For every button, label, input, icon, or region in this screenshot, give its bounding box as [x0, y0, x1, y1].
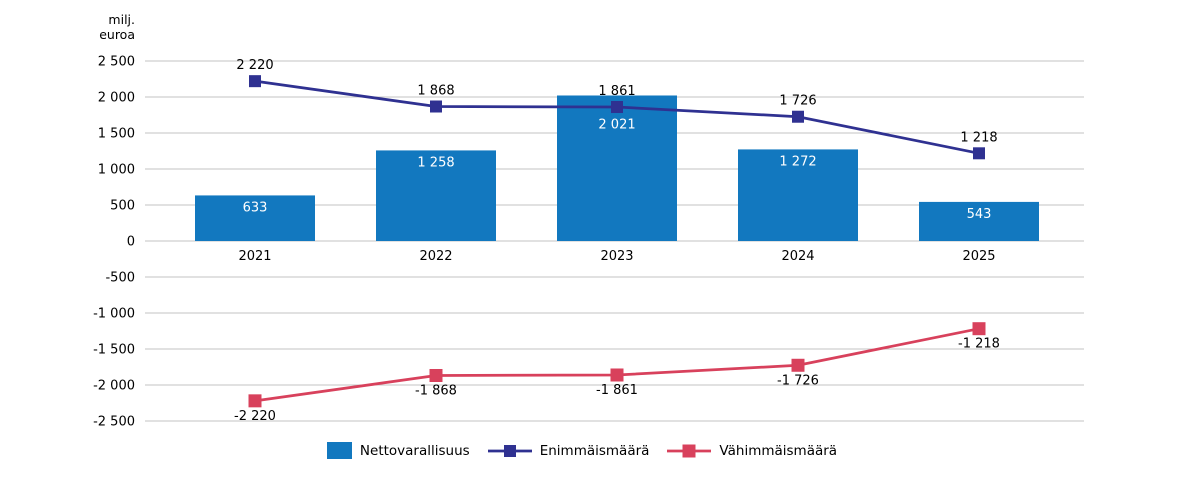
y-tick-label--2000: -2 000 [93, 379, 135, 394]
y-tick-label--2500: -2 500 [93, 415, 135, 430]
nettovarallisuus-bar-2024 [738, 149, 858, 241]
vahimmaismaara-marker-2022 [429, 368, 443, 382]
nettovarallisuus-bar-2025 [919, 201, 1039, 241]
x-axis-label-2022: 2022 [419, 249, 452, 264]
nettovarallisuus-bar-2021 [195, 195, 315, 241]
vahimmaismaara-marker-2021 [248, 394, 262, 408]
y-tick-label-0: 0 [127, 235, 135, 250]
enimmaismaara-point-label-2023: 1 861 [598, 84, 635, 99]
nettovarallisuus-bar-2022 [376, 150, 496, 241]
nettovarallisuus-value-label-2023: 2 021 [598, 117, 635, 132]
y-tick-label--1500: -1 500 [93, 343, 135, 358]
vahimmaismaara-marker-2023 [610, 368, 624, 382]
legend-item-enimmaismaara: Enimmäismäärä [487, 442, 650, 459]
nettovarallisuus-bar-2023 [557, 95, 677, 241]
enimmaismaara-point-label-2025: 1 218 [960, 130, 997, 145]
legend-label-nettovarallisuus: Nettovarallisuus [359, 442, 470, 459]
y-tick-label--500: -500 [105, 271, 135, 286]
y-tick-label-2500: 2 500 [98, 55, 135, 70]
unit-label-line-1: milj. [108, 12, 135, 27]
line-swatch-marker [682, 444, 696, 457]
line-swatch-marker [503, 444, 516, 457]
nettovarallisuus-value-label-2025: 543 [967, 207, 992, 222]
enimmaismaara-point-label-2022: 1 868 [417, 84, 454, 99]
y-tick-label-1000: 1 000 [98, 163, 135, 178]
bar-swatch-rect [326, 442, 352, 459]
nettovarallisuus-value-label-2022: 1 258 [417, 155, 454, 170]
vahimmaismaara-point-label-2024: -1 726 [777, 373, 819, 388]
enimmaismaara-marker-2023 [611, 101, 623, 114]
enimmaismaara-point-label-2021: 2 220 [236, 58, 273, 73]
x-axis-label-2024: 2024 [781, 249, 814, 264]
nettovarallisuus-value-label-2024: 1 272 [779, 154, 816, 169]
y-tick-label-500: 500 [110, 199, 135, 214]
legend-label-vahimmaismaara: Vähimmäismäärä [719, 442, 838, 459]
y-axis-unit-label: milj. euroa [40, 12, 135, 42]
chart-legend: Nettovarallisuus Enimmäismäärä Vähimmäis… [0, 442, 1182, 459]
unit-label-line-2: euroa [99, 27, 135, 42]
line-swatch-icon [487, 444, 532, 457]
legend-item-vahimmaismaara: Vähimmäismäärä [667, 443, 837, 459]
legend-label-enimmaismaara: Enimmäismäärä [539, 442, 650, 459]
nettovarallisuus-value-label-2021: 633 [243, 200, 268, 215]
vahimmaismaara-marker-2024 [791, 358, 805, 372]
y-tick-label-2000: 2 000 [98, 91, 135, 106]
vahimmaismaara-point-label-2023: -1 861 [596, 383, 638, 398]
enimmaismaara-marker-2024 [792, 110, 804, 123]
vahimmaismaara-point-label-2025: -1 218 [958, 337, 1000, 352]
enimmaismaara-point-label-2024: 1 726 [779, 94, 816, 109]
enimmaismaara-marker-2025 [973, 147, 985, 160]
bar-swatch-icon [326, 442, 352, 459]
enimmaismaara-marker-2022 [430, 100, 442, 113]
enimmaismaara-marker-2021 [249, 75, 261, 88]
y-tick-label--1000: -1 000 [93, 307, 135, 322]
vahimmaismaara-point-label-2022: -1 868 [415, 383, 457, 398]
vahimmaismaara-point-label-2021: -2 220 [234, 409, 276, 424]
x-axis-label-2025: 2025 [962, 249, 995, 264]
x-axis-label-2021: 2021 [238, 249, 271, 264]
y-tick-label-1500: 1 500 [98, 127, 135, 142]
legend-item-nettovarallisuus: Nettovarallisuus [326, 442, 470, 459]
vahimmaismaara-marker-2025 [972, 322, 986, 336]
x-axis-label-2023: 2023 [600, 249, 633, 264]
line-swatch-icon [667, 444, 712, 457]
